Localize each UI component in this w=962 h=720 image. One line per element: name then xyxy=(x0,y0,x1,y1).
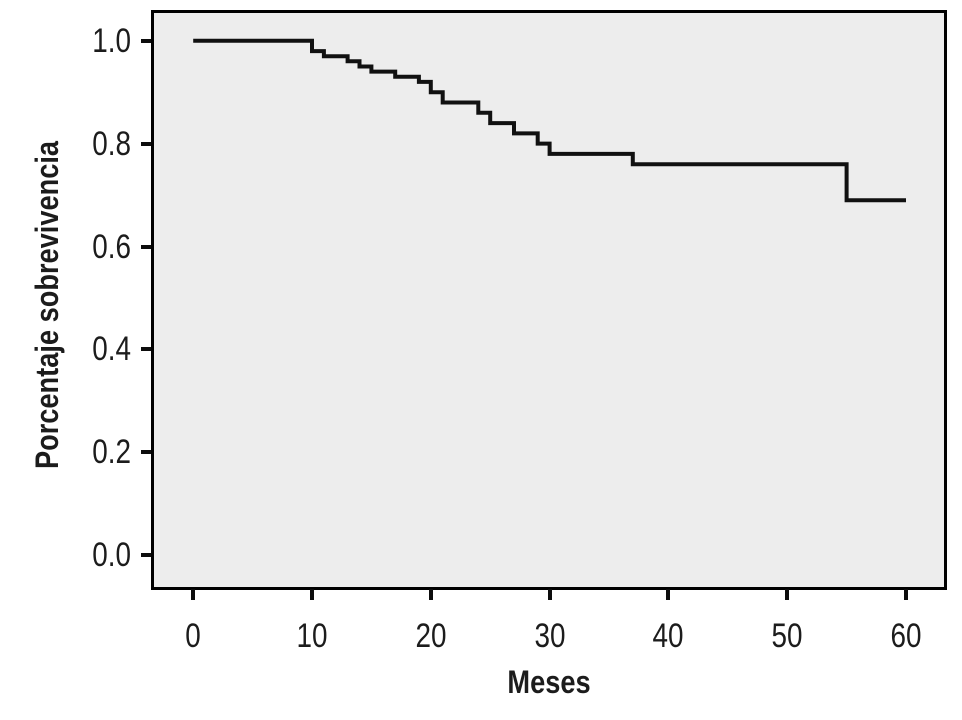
plot-area xyxy=(151,10,947,590)
y-tick-mark xyxy=(141,141,151,146)
y-tick-mark xyxy=(141,38,151,43)
y-tick-mark xyxy=(141,347,151,352)
x-tick-label: 0 xyxy=(185,617,201,655)
x-tick-label: 30 xyxy=(534,617,566,655)
x-tick-mark xyxy=(903,589,908,600)
y-tick-label: 0.8 xyxy=(92,124,131,163)
x-tick-label: 50 xyxy=(771,617,803,655)
x-tick-mark xyxy=(666,589,671,600)
y-tick-mark xyxy=(141,244,151,249)
y-tick-mark xyxy=(141,450,151,455)
x-tick-label: 20 xyxy=(415,617,447,655)
y-tick-label: 0.0 xyxy=(92,536,131,575)
y-tick-label: 1.0 xyxy=(92,21,131,60)
y-tick-label: 0.6 xyxy=(92,227,131,266)
y-axis-title: Porcentaje sobrevivencia xyxy=(29,140,65,470)
x-tick-mark xyxy=(191,589,196,600)
x-tick-mark xyxy=(785,589,790,600)
y-tick-label: 0.2 xyxy=(92,433,131,472)
y-tick-mark xyxy=(141,553,151,558)
x-tick-label: 60 xyxy=(890,617,922,655)
x-tick-label: 10 xyxy=(296,617,328,655)
survival-curve xyxy=(193,38,906,203)
x-tick-mark xyxy=(310,589,314,600)
x-tick-mark xyxy=(547,589,552,600)
x-tick-label: 40 xyxy=(652,617,684,655)
survival-curve-canvas xyxy=(193,38,906,203)
y-tick-label: 0.4 xyxy=(92,330,131,369)
x-axis-title: Meses xyxy=(507,664,591,700)
x-tick-mark xyxy=(428,589,433,600)
